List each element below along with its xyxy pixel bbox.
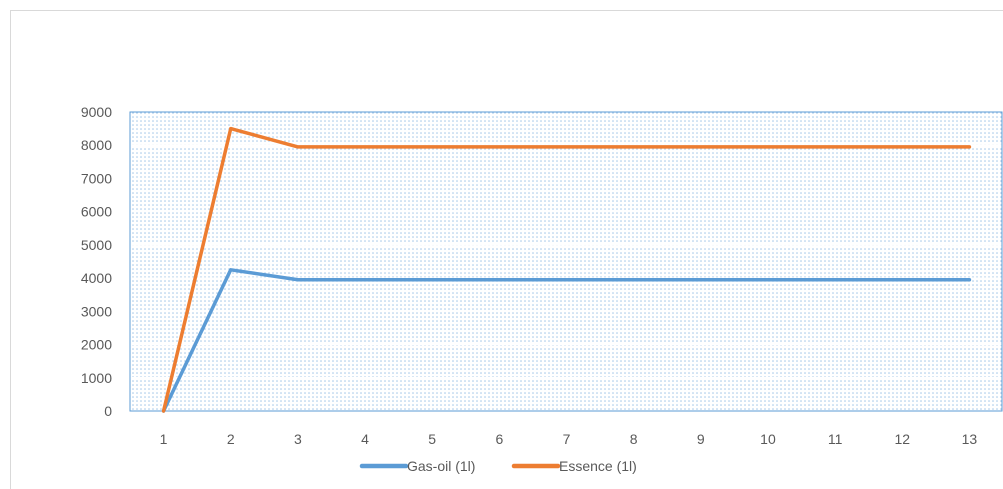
series-line-0 <box>161 268 972 413</box>
x-tick-label: 6 <box>495 431 503 447</box>
y-tick-label: 9000 <box>81 104 112 120</box>
legend: Gas-oil (1l) Essence (1l) <box>359 458 637 474</box>
x-tick-label: 2 <box>227 431 235 447</box>
y-tick-label: 5000 <box>81 237 112 253</box>
series-line-1 <box>161 126 972 413</box>
x-tick-label: 1 <box>160 431 168 447</box>
legend-label-0: Gas-oil (1l) <box>407 458 475 474</box>
x-tick-label: 11 <box>828 431 843 447</box>
legend-label-1: Essence (1l) <box>559 458 637 474</box>
x-tick-label: 13 <box>962 431 978 447</box>
plot-border <box>129 111 1003 412</box>
y-axis-ticks: 0 1000 2000 3000 4000 5000 6000 7000 8000 9000 <box>81 104 112 419</box>
x-tick-label: 3 <box>294 431 302 447</box>
x-tick-label: 10 <box>760 431 776 447</box>
y-tick-label: 7000 <box>81 170 112 186</box>
y-tick-label: 6000 <box>81 204 112 220</box>
x-tick-label: 12 <box>894 431 910 447</box>
x-tick-label: 4 <box>361 431 369 447</box>
y-tick-label: 4000 <box>81 270 112 286</box>
y-tick-label: 2000 <box>81 337 112 353</box>
plot-area <box>130 112 1003 411</box>
x-tick-label: 5 <box>428 431 436 447</box>
y-tick-label: 8000 <box>81 137 112 153</box>
x-tick-label: 8 <box>630 431 638 447</box>
x-axis-ticks: 1 2 3 4 5 6 7 8 9 10 11 12 13 <box>160 431 978 447</box>
y-tick-label: 1000 <box>81 370 112 386</box>
series-lines <box>161 126 972 413</box>
y-tick-label: 3000 <box>81 303 112 319</box>
x-tick-label: 9 <box>697 431 705 447</box>
x-tick-label: 7 <box>563 431 571 447</box>
y-tick-label: 0 <box>104 403 112 419</box>
